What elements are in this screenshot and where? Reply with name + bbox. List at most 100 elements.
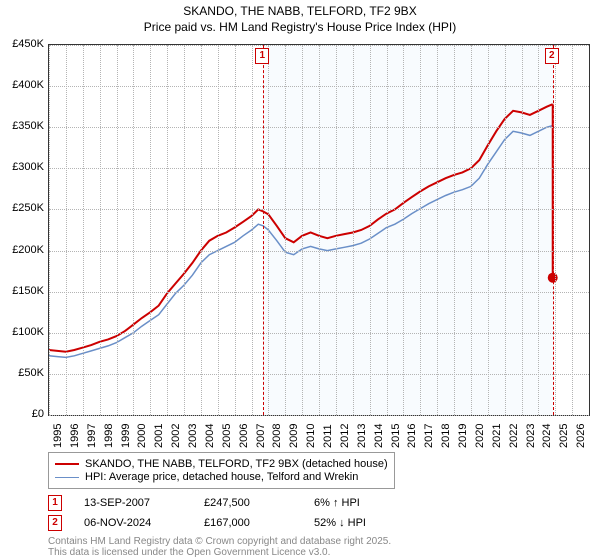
ytick-label: £50K bbox=[0, 367, 44, 379]
xtick-label: 2020 bbox=[474, 424, 486, 448]
ytick-label: £450K bbox=[0, 38, 44, 50]
title-block: SKANDO, THE NABB, TELFORD, TF2 9BX Price… bbox=[0, 0, 600, 35]
xtick-label: 2014 bbox=[373, 424, 385, 448]
sale-date: 13-SEP-2007 bbox=[84, 497, 204, 509]
gridline-v bbox=[420, 45, 421, 415]
xtick-label: 2000 bbox=[136, 424, 148, 448]
title-line2: Price paid vs. HM Land Registry's House … bbox=[0, 20, 600, 36]
marker-box: 2 bbox=[545, 48, 559, 64]
gridline-v bbox=[538, 45, 539, 415]
ytick-label: £100K bbox=[0, 326, 44, 338]
xtick-label: 2005 bbox=[221, 424, 233, 448]
gridline-v bbox=[370, 45, 371, 415]
gridline-v bbox=[387, 45, 388, 415]
gridline-v bbox=[454, 45, 455, 415]
gridline-v bbox=[83, 45, 84, 415]
ytick-label: £0 bbox=[0, 408, 44, 420]
title-line1: SKANDO, THE NABB, TELFORD, TF2 9BX bbox=[0, 4, 600, 20]
series-line bbox=[49, 126, 553, 358]
ytick-label: £250K bbox=[0, 202, 44, 214]
sale-row: 1 13-SEP-2007£247,5006% ↑ HPI bbox=[48, 495, 434, 511]
legend-label: HPI: Average price, detached house, Telf… bbox=[85, 471, 358, 483]
xtick-label: 2010 bbox=[305, 424, 317, 448]
gridline-v bbox=[150, 45, 151, 415]
xtick-label: 2009 bbox=[288, 424, 300, 448]
gridline-v bbox=[49, 45, 50, 415]
gridline-v bbox=[100, 45, 101, 415]
sale-date: 06-NOV-2024 bbox=[84, 517, 204, 529]
xtick-label: 2013 bbox=[356, 424, 368, 448]
gridline-v bbox=[471, 45, 472, 415]
xtick-label: 1995 bbox=[52, 424, 64, 448]
sale-price: £247,500 bbox=[204, 497, 314, 509]
legend-swatch bbox=[55, 477, 79, 478]
gridline-v bbox=[201, 45, 202, 415]
sale-delta: 6% ↑ HPI bbox=[314, 497, 434, 509]
xtick-label: 2004 bbox=[204, 424, 216, 448]
sale-marker-box: 1 bbox=[48, 495, 62, 511]
series-line bbox=[49, 104, 553, 352]
xtick-label: 2007 bbox=[255, 424, 267, 448]
gridline-h bbox=[49, 415, 589, 416]
chart-container: SKANDO, THE NABB, TELFORD, TF2 9BX Price… bbox=[0, 0, 600, 560]
gridline-v bbox=[505, 45, 506, 415]
gridline-v bbox=[555, 45, 556, 415]
sale-row: 2 06-NOV-2024£167,00052% ↓ HPI bbox=[48, 515, 434, 531]
gridline-v bbox=[319, 45, 320, 415]
gridline-v bbox=[336, 45, 337, 415]
xtick-label: 2016 bbox=[406, 424, 418, 448]
marker-box: 1 bbox=[255, 48, 269, 64]
xtick-label: 2022 bbox=[508, 424, 520, 448]
gridline-v bbox=[184, 45, 185, 415]
ytick-label: £300K bbox=[0, 161, 44, 173]
gridline-v bbox=[437, 45, 438, 415]
sale-marker-box: 2 bbox=[48, 515, 62, 531]
legend: SKANDO, THE NABB, TELFORD, TF2 9BX (deta… bbox=[48, 452, 395, 489]
xtick-label: 1998 bbox=[103, 424, 115, 448]
gridline-v bbox=[235, 45, 236, 415]
gridline-v bbox=[252, 45, 253, 415]
xtick-label: 2017 bbox=[423, 424, 435, 448]
xtick-label: 2002 bbox=[170, 424, 182, 448]
xtick-label: 2011 bbox=[322, 424, 334, 448]
footer-line1: Contains HM Land Registry data © Crown c… bbox=[48, 536, 391, 547]
ytick-label: £150K bbox=[0, 285, 44, 297]
ytick-label: £200K bbox=[0, 244, 44, 256]
xtick-label: 2023 bbox=[525, 424, 537, 448]
gridline-v bbox=[66, 45, 67, 415]
xtick-label: 2026 bbox=[575, 424, 587, 448]
marker-line bbox=[553, 45, 554, 415]
legend-row: SKANDO, THE NABB, TELFORD, TF2 9BX (deta… bbox=[55, 458, 388, 470]
xtick-label: 2025 bbox=[558, 424, 570, 448]
gridline-v bbox=[218, 45, 219, 415]
gridline-v bbox=[167, 45, 168, 415]
gridline-v bbox=[285, 45, 286, 415]
xtick-label: 2006 bbox=[238, 424, 250, 448]
xtick-label: 2019 bbox=[457, 424, 469, 448]
xtick-label: 2001 bbox=[153, 424, 165, 448]
ytick-label: £350K bbox=[0, 120, 44, 132]
xtick-label: 2015 bbox=[390, 424, 402, 448]
gridline-v bbox=[488, 45, 489, 415]
footer: Contains HM Land Registry data © Crown c… bbox=[48, 536, 391, 558]
plot-area bbox=[48, 44, 590, 416]
xtick-label: 2018 bbox=[440, 424, 452, 448]
gridline-v bbox=[572, 45, 573, 415]
sale-price: £167,000 bbox=[204, 517, 314, 529]
sales-table: 1 13-SEP-2007£247,5006% ↑ HPI 2 06-NOV-2024… bbox=[48, 495, 434, 535]
xtick-label: 2008 bbox=[271, 424, 283, 448]
legend-swatch bbox=[55, 463, 79, 465]
sale-delta: 52% ↓ HPI bbox=[314, 517, 434, 529]
gridline-v bbox=[117, 45, 118, 415]
legend-label: SKANDO, THE NABB, TELFORD, TF2 9BX (deta… bbox=[85, 458, 388, 470]
xtick-label: 1997 bbox=[86, 424, 98, 448]
xtick-label: 2012 bbox=[339, 424, 351, 448]
gridline-v bbox=[403, 45, 404, 415]
gridline-v bbox=[302, 45, 303, 415]
xtick-label: 1996 bbox=[69, 424, 81, 448]
ytick-label: £400K bbox=[0, 79, 44, 91]
gridline-v bbox=[133, 45, 134, 415]
gridline-v bbox=[522, 45, 523, 415]
xtick-label: 2024 bbox=[541, 424, 553, 448]
xtick-label: 2021 bbox=[491, 424, 503, 448]
